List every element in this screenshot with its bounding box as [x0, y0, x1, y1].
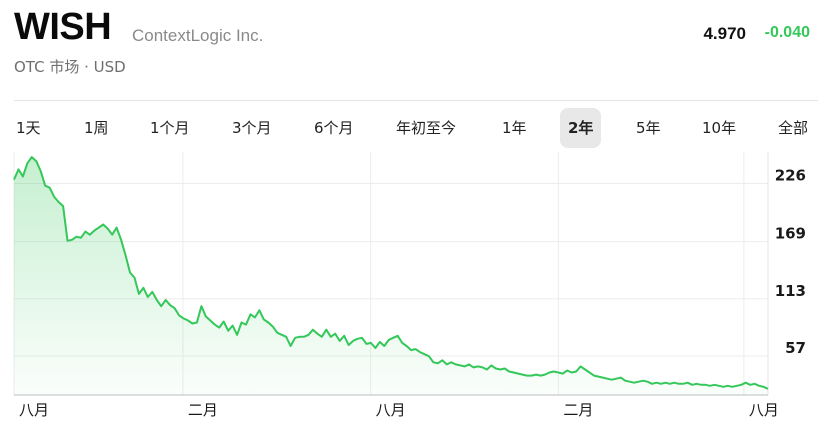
- range-1-day[interactable]: 1天: [16, 119, 41, 137]
- range-3-months[interactable]: 3个月: [232, 119, 272, 137]
- range-year-to-date[interactable]: 年初至今: [396, 119, 457, 137]
- price-change: -0.040: [764, 24, 810, 41]
- range-1-week[interactable]: 1周: [84, 119, 109, 137]
- y-tick-label: 57: [785, 339, 806, 357]
- x-tick-label: 八月: [749, 401, 779, 419]
- range-6-months[interactable]: 6个月: [314, 119, 354, 137]
- range-10-years[interactable]: 10年: [702, 119, 737, 137]
- price-chart-svg: 226 169 113 57 八月 二月 八月 二月 八月: [13, 152, 806, 419]
- range-all[interactable]: 全部: [778, 119, 809, 137]
- price-chart[interactable]: 226 169 113 57 八月 二月 八月 二月 八月: [0, 150, 832, 430]
- time-range-selector: 1天 1周 1个月 3个月 6个月 年初至今 1年 2年 5年 10年 全部: [0, 108, 832, 150]
- range-5-years[interactable]: 5年: [636, 119, 661, 137]
- x-tick-label: 八月: [376, 401, 406, 419]
- current-price: 4.970: [703, 24, 746, 43]
- price-area-fill: [14, 157, 768, 395]
- price-line: [13, 156, 769, 390]
- range-1-month[interactable]: 1个月: [150, 119, 190, 137]
- x-tick-label: 二月: [563, 401, 593, 419]
- ticker-symbol: WISH: [14, 6, 112, 48]
- header-divider: [14, 100, 818, 101]
- exchange-label: OTC 市场 · USD: [14, 58, 126, 76]
- y-tick-label: 113: [775, 282, 806, 300]
- y-tick-label: 169: [775, 225, 806, 243]
- x-tick-label: 二月: [188, 401, 218, 419]
- range-2-years[interactable]: 2年: [560, 108, 602, 148]
- range-1-year[interactable]: 1年: [502, 119, 527, 137]
- x-tick-label: 八月: [19, 401, 49, 419]
- y-tick-label: 226: [775, 166, 806, 184]
- company-name: ContextLogic Inc.: [132, 26, 264, 45]
